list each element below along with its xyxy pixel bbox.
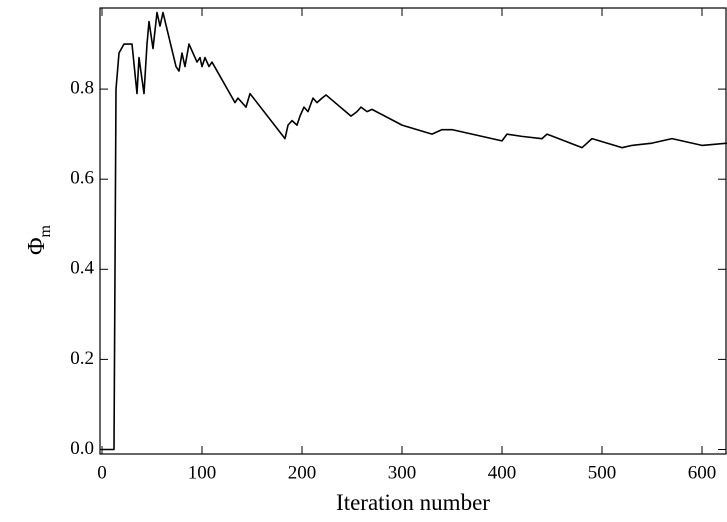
y-tick-label: 0.4 [70,258,94,279]
y-tick-label: 0.0 [70,438,94,459]
y-label-main: Φ [24,237,50,255]
x-tick-label: 100 [188,462,217,483]
y-tick-label: 0.6 [70,168,94,189]
x-tick-label: 600 [688,462,717,483]
x-tick-label: 500 [588,462,617,483]
x-tick-label: 200 [288,462,317,483]
x-tick-label: 300 [388,462,417,483]
plot-frame [99,7,727,455]
x-tick-label: 0 [97,462,107,483]
x-tick-label: 400 [488,462,517,483]
x-axis-label: Iteration number [336,490,490,515]
data-line [102,11,727,451]
y-label-sub: m [37,224,54,237]
y-tick-label: 0.2 [70,348,94,369]
y-axis-label: Φm [24,224,54,255]
y-tick-label: 0.8 [70,77,94,98]
